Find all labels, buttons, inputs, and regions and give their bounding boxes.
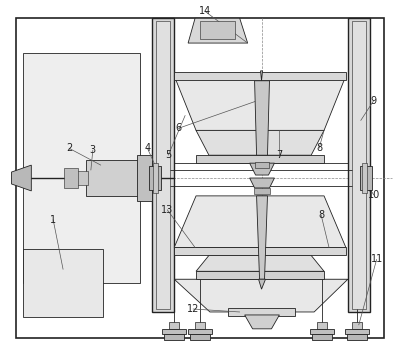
- Text: 4: 4: [144, 143, 150, 153]
- Bar: [345, 329, 369, 334]
- Polygon shape: [261, 71, 262, 81]
- Bar: [196, 155, 324, 163]
- Text: 8: 8: [318, 210, 324, 220]
- Bar: [352, 21, 366, 309]
- Text: 2: 2: [66, 143, 72, 153]
- Bar: [137, 155, 152, 201]
- Bar: [195, 322, 205, 329]
- Polygon shape: [174, 76, 346, 130]
- Bar: [164, 334, 184, 340]
- Bar: [174, 72, 346, 80]
- Bar: [255, 162, 270, 168]
- Text: 13: 13: [161, 205, 173, 215]
- Bar: [317, 322, 327, 329]
- Bar: [352, 322, 362, 329]
- Polygon shape: [259, 279, 266, 289]
- Polygon shape: [196, 255, 324, 271]
- Text: 1: 1: [50, 215, 56, 225]
- Bar: [17, 18, 384, 338]
- Bar: [152, 18, 174, 312]
- Bar: [76, 171, 88, 185]
- Bar: [228, 308, 295, 316]
- Bar: [362, 163, 367, 193]
- Bar: [162, 329, 186, 334]
- Bar: [348, 18, 370, 312]
- Text: 9: 9: [371, 96, 377, 105]
- Text: 7: 7: [276, 150, 283, 160]
- Bar: [64, 168, 78, 188]
- Polygon shape: [11, 165, 31, 191]
- Text: 12: 12: [187, 304, 199, 314]
- Polygon shape: [257, 196, 268, 279]
- Text: 10: 10: [368, 190, 380, 200]
- Bar: [150, 166, 161, 190]
- Text: 5: 5: [165, 150, 171, 160]
- Polygon shape: [249, 178, 274, 188]
- Polygon shape: [174, 196, 346, 247]
- Bar: [360, 166, 372, 190]
- Text: 3: 3: [90, 145, 96, 155]
- Text: 14: 14: [199, 6, 211, 16]
- Bar: [312, 334, 332, 340]
- Polygon shape: [255, 81, 270, 155]
- Bar: [188, 329, 212, 334]
- Text: 6: 6: [175, 123, 181, 134]
- Text: 11: 11: [370, 255, 383, 264]
- Text: 8: 8: [316, 143, 322, 153]
- Bar: [156, 21, 170, 309]
- Bar: [154, 163, 158, 193]
- Polygon shape: [174, 279, 348, 312]
- Bar: [310, 329, 334, 334]
- Polygon shape: [249, 163, 274, 175]
- Bar: [253, 188, 270, 194]
- Bar: [23, 53, 141, 283]
- Bar: [190, 334, 210, 340]
- Polygon shape: [188, 18, 247, 43]
- Polygon shape: [245, 315, 279, 329]
- Bar: [347, 334, 367, 340]
- Bar: [169, 322, 179, 329]
- Polygon shape: [196, 130, 324, 155]
- Bar: [174, 247, 346, 255]
- Bar: [200, 21, 235, 39]
- Bar: [196, 271, 324, 279]
- Bar: [23, 249, 103, 317]
- Bar: [86, 160, 141, 196]
